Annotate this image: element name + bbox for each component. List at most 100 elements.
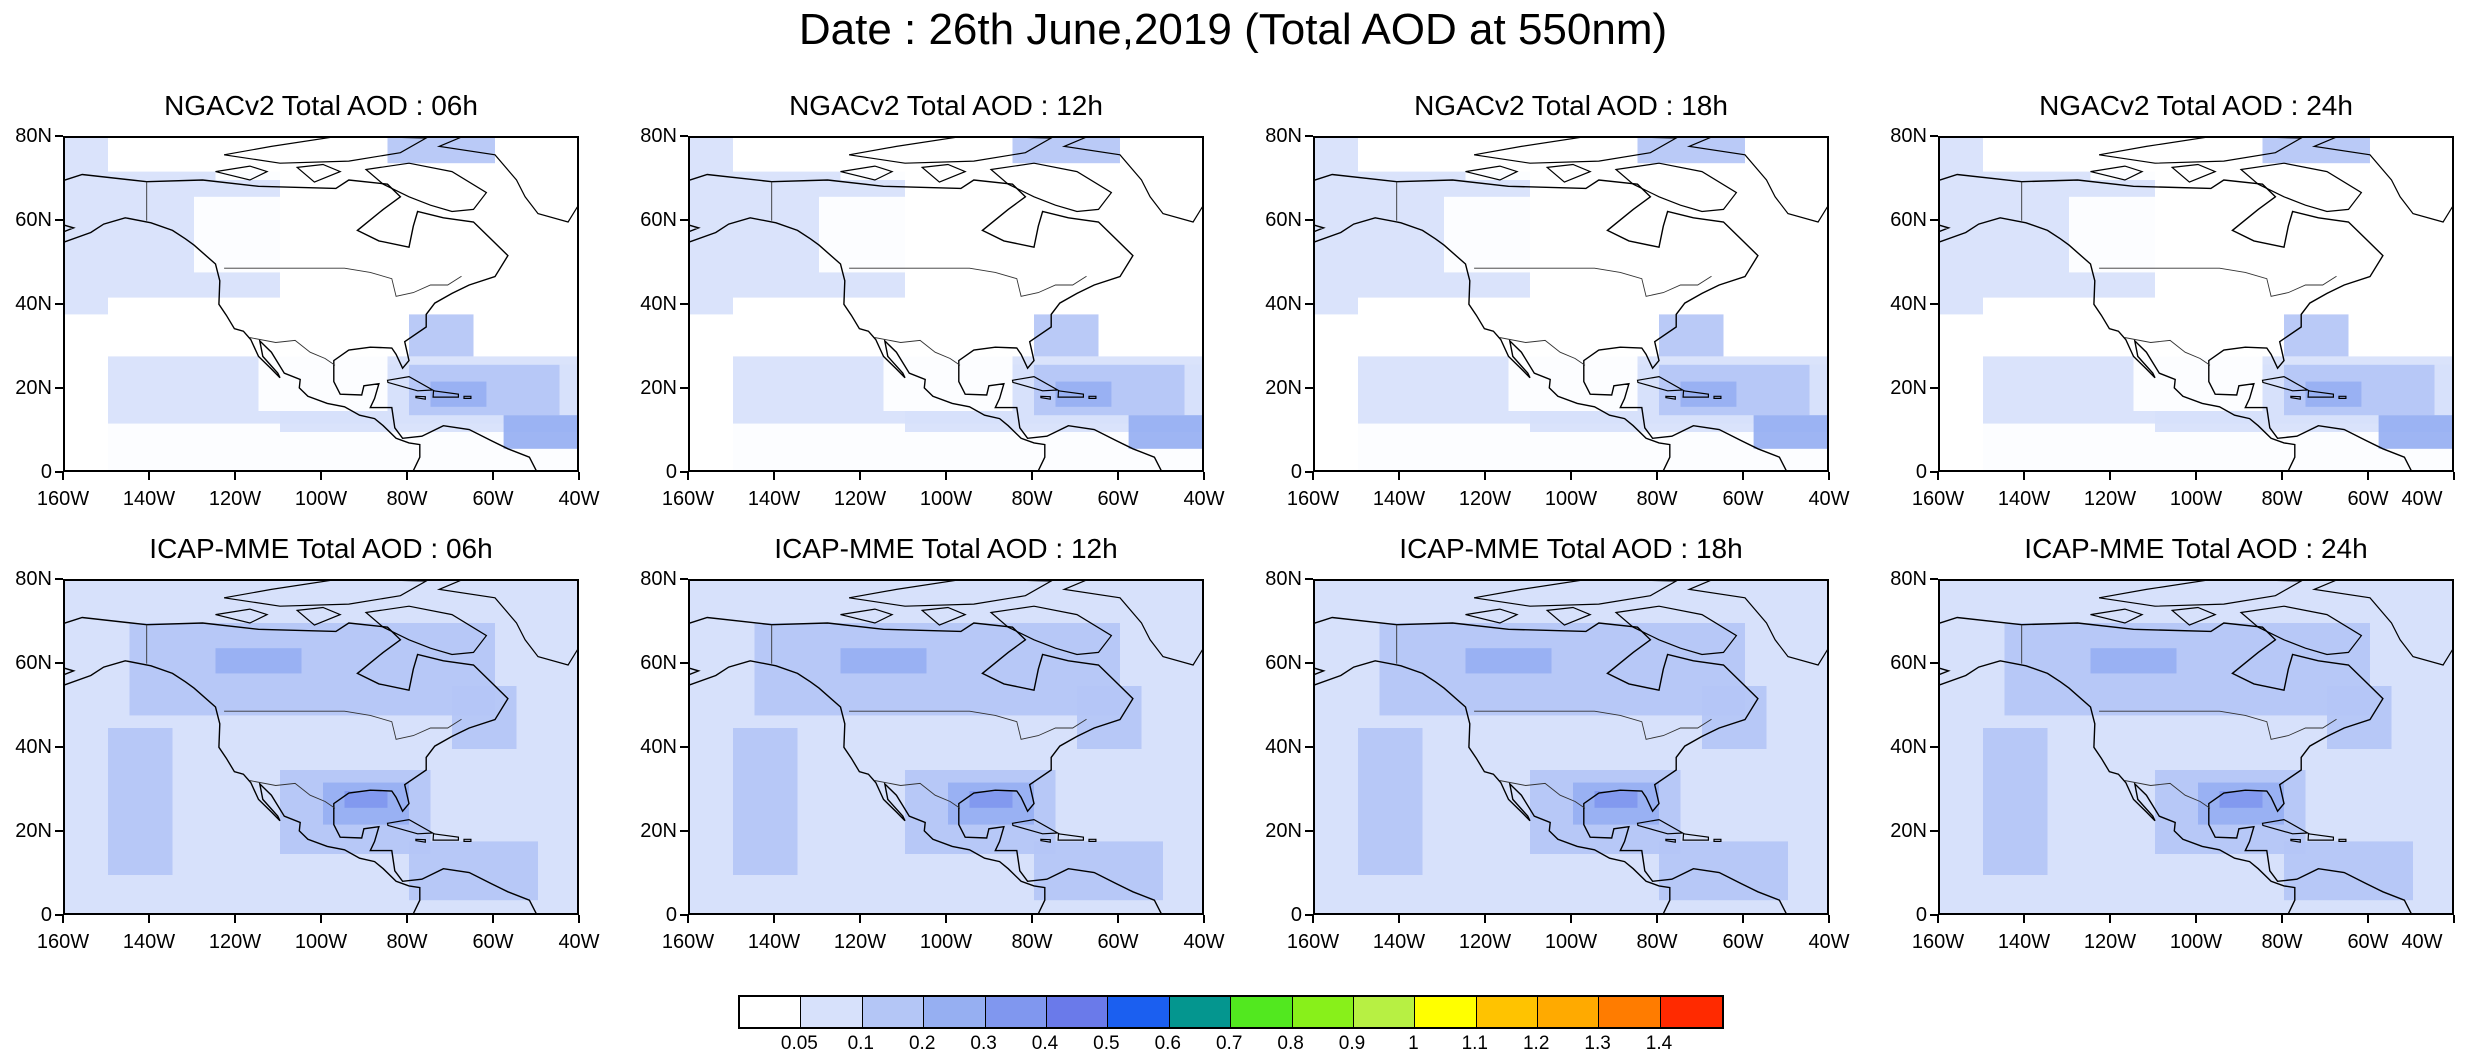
island-outline — [2307, 833, 2334, 841]
x-tick-mark — [578, 915, 580, 923]
y-tick-mark — [55, 914, 63, 916]
x-tick-mark — [2195, 915, 2197, 923]
colorbar-swatch — [801, 997, 863, 1027]
x-tick-label: 140W — [1997, 488, 2051, 510]
x-tick-mark — [2195, 472, 2197, 480]
x-tick-mark — [2281, 915, 2283, 923]
x-tick-label: 60W — [472, 931, 514, 953]
island-outline — [215, 608, 269, 624]
y-tick-label: 60N — [15, 652, 52, 674]
island-outline — [989, 162, 1113, 213]
y-tick-label: 0 — [1290, 461, 1302, 483]
x-tick-mark — [945, 915, 947, 923]
y-tick-label: 20N — [640, 820, 677, 842]
x-tick-mark — [1031, 915, 1033, 923]
island-outline — [1682, 390, 1709, 398]
island-outline — [1061, 581, 1202, 666]
aod-level-region — [215, 648, 302, 674]
aod-level-region — [1077, 686, 1142, 749]
x-tick-mark — [859, 915, 861, 923]
island-outline — [1665, 395, 1676, 400]
y-tick-label: 40N — [15, 293, 52, 315]
aod-level-region — [344, 791, 388, 808]
island-outline — [1473, 581, 1678, 607]
aod-level-region — [409, 841, 538, 901]
y-tick-mark — [55, 578, 63, 580]
colorbar-swatch — [862, 997, 925, 1027]
island-outline — [1686, 581, 1827, 666]
island-outline — [1011, 375, 1060, 392]
x-tick-label: 140W — [747, 488, 801, 510]
coastline — [65, 616, 537, 913]
x-tick-mark — [1117, 472, 1119, 480]
y-tick-mark — [1305, 746, 1313, 748]
y-tick-label: 60N — [640, 209, 677, 231]
aod-level-region — [2219, 791, 2263, 808]
colorbar-tick-label: 1.4 — [1645, 1033, 1673, 1054]
island-outline — [1465, 165, 1519, 181]
y-tick-mark — [55, 746, 63, 748]
island-outline — [2170, 163, 2217, 183]
y-tick-label: 80N — [15, 125, 52, 147]
x-tick-mark — [687, 472, 689, 480]
y-tick-mark — [680, 303, 688, 305]
x-tick-label: 100W — [1544, 488, 1598, 510]
x-tick-label: 60W — [2347, 488, 2389, 510]
coastline — [65, 173, 537, 470]
x-tick-label: 160W — [661, 488, 715, 510]
y-tick-mark — [1930, 830, 1938, 832]
aod-level-region — [409, 314, 474, 357]
y-tick-mark — [1930, 662, 1938, 664]
aod-colorbar — [738, 995, 1725, 1029]
aod-field-svg — [690, 581, 1202, 913]
island-outline — [364, 605, 488, 656]
x-tick-label: 40W — [2401, 931, 2443, 953]
aod-map-panel — [688, 136, 1204, 472]
x-tick-mark — [2367, 472, 2369, 480]
y-tick-mark — [1930, 387, 1938, 389]
island-outline — [463, 838, 472, 842]
aod-level-region — [969, 791, 1013, 808]
aod-map-panel — [63, 136, 579, 472]
island-outline — [989, 605, 1113, 656]
island-outline — [2307, 390, 2334, 398]
y-tick-label: 60N — [1265, 209, 1302, 231]
island-outline — [386, 375, 435, 392]
x-tick-mark — [1570, 915, 1572, 923]
aod-level-region — [819, 196, 1013, 273]
x-tick-label: 120W — [833, 931, 887, 953]
aod-level-region — [1753, 415, 1827, 449]
aod-level-region — [1444, 196, 1638, 273]
island-outline — [1686, 138, 1827, 223]
y-tick-mark — [1305, 387, 1313, 389]
country-border — [849, 267, 1087, 297]
island-outline — [223, 581, 428, 607]
island-outline — [1665, 838, 1676, 843]
island-outline — [223, 138, 428, 164]
y-tick-label: 40N — [1265, 293, 1302, 315]
y-tick-mark — [680, 746, 688, 748]
y-tick-label: 60N — [15, 209, 52, 231]
aod-field-svg — [65, 581, 577, 913]
y-tick-mark — [1305, 135, 1313, 137]
colorbar-swatch — [1415, 997, 1477, 1027]
y-tick-mark — [55, 662, 63, 664]
figure-title: Date : 26th June,2019 (Total AOD at 550n… — [798, 5, 1668, 54]
island-outline — [848, 581, 1053, 607]
y-tick-label: 40N — [15, 736, 52, 758]
y-tick-mark — [680, 662, 688, 664]
country-border — [2099, 710, 2337, 740]
colorbar-swatch — [1476, 997, 1539, 1027]
y-tick-label: 40N — [1265, 736, 1302, 758]
colorbar-swatch — [1046, 997, 1109, 1027]
x-tick-label: 120W — [208, 931, 262, 953]
country-border — [249, 337, 336, 366]
y-tick-mark — [680, 914, 688, 916]
y-tick-mark — [55, 135, 63, 137]
x-tick-mark — [859, 472, 861, 480]
country-border — [849, 710, 1087, 740]
coastline — [690, 616, 1162, 913]
x-tick-label: 120W — [208, 488, 262, 510]
aod-field-svg — [1940, 581, 2452, 913]
y-tick-label: 80N — [1890, 568, 1927, 590]
